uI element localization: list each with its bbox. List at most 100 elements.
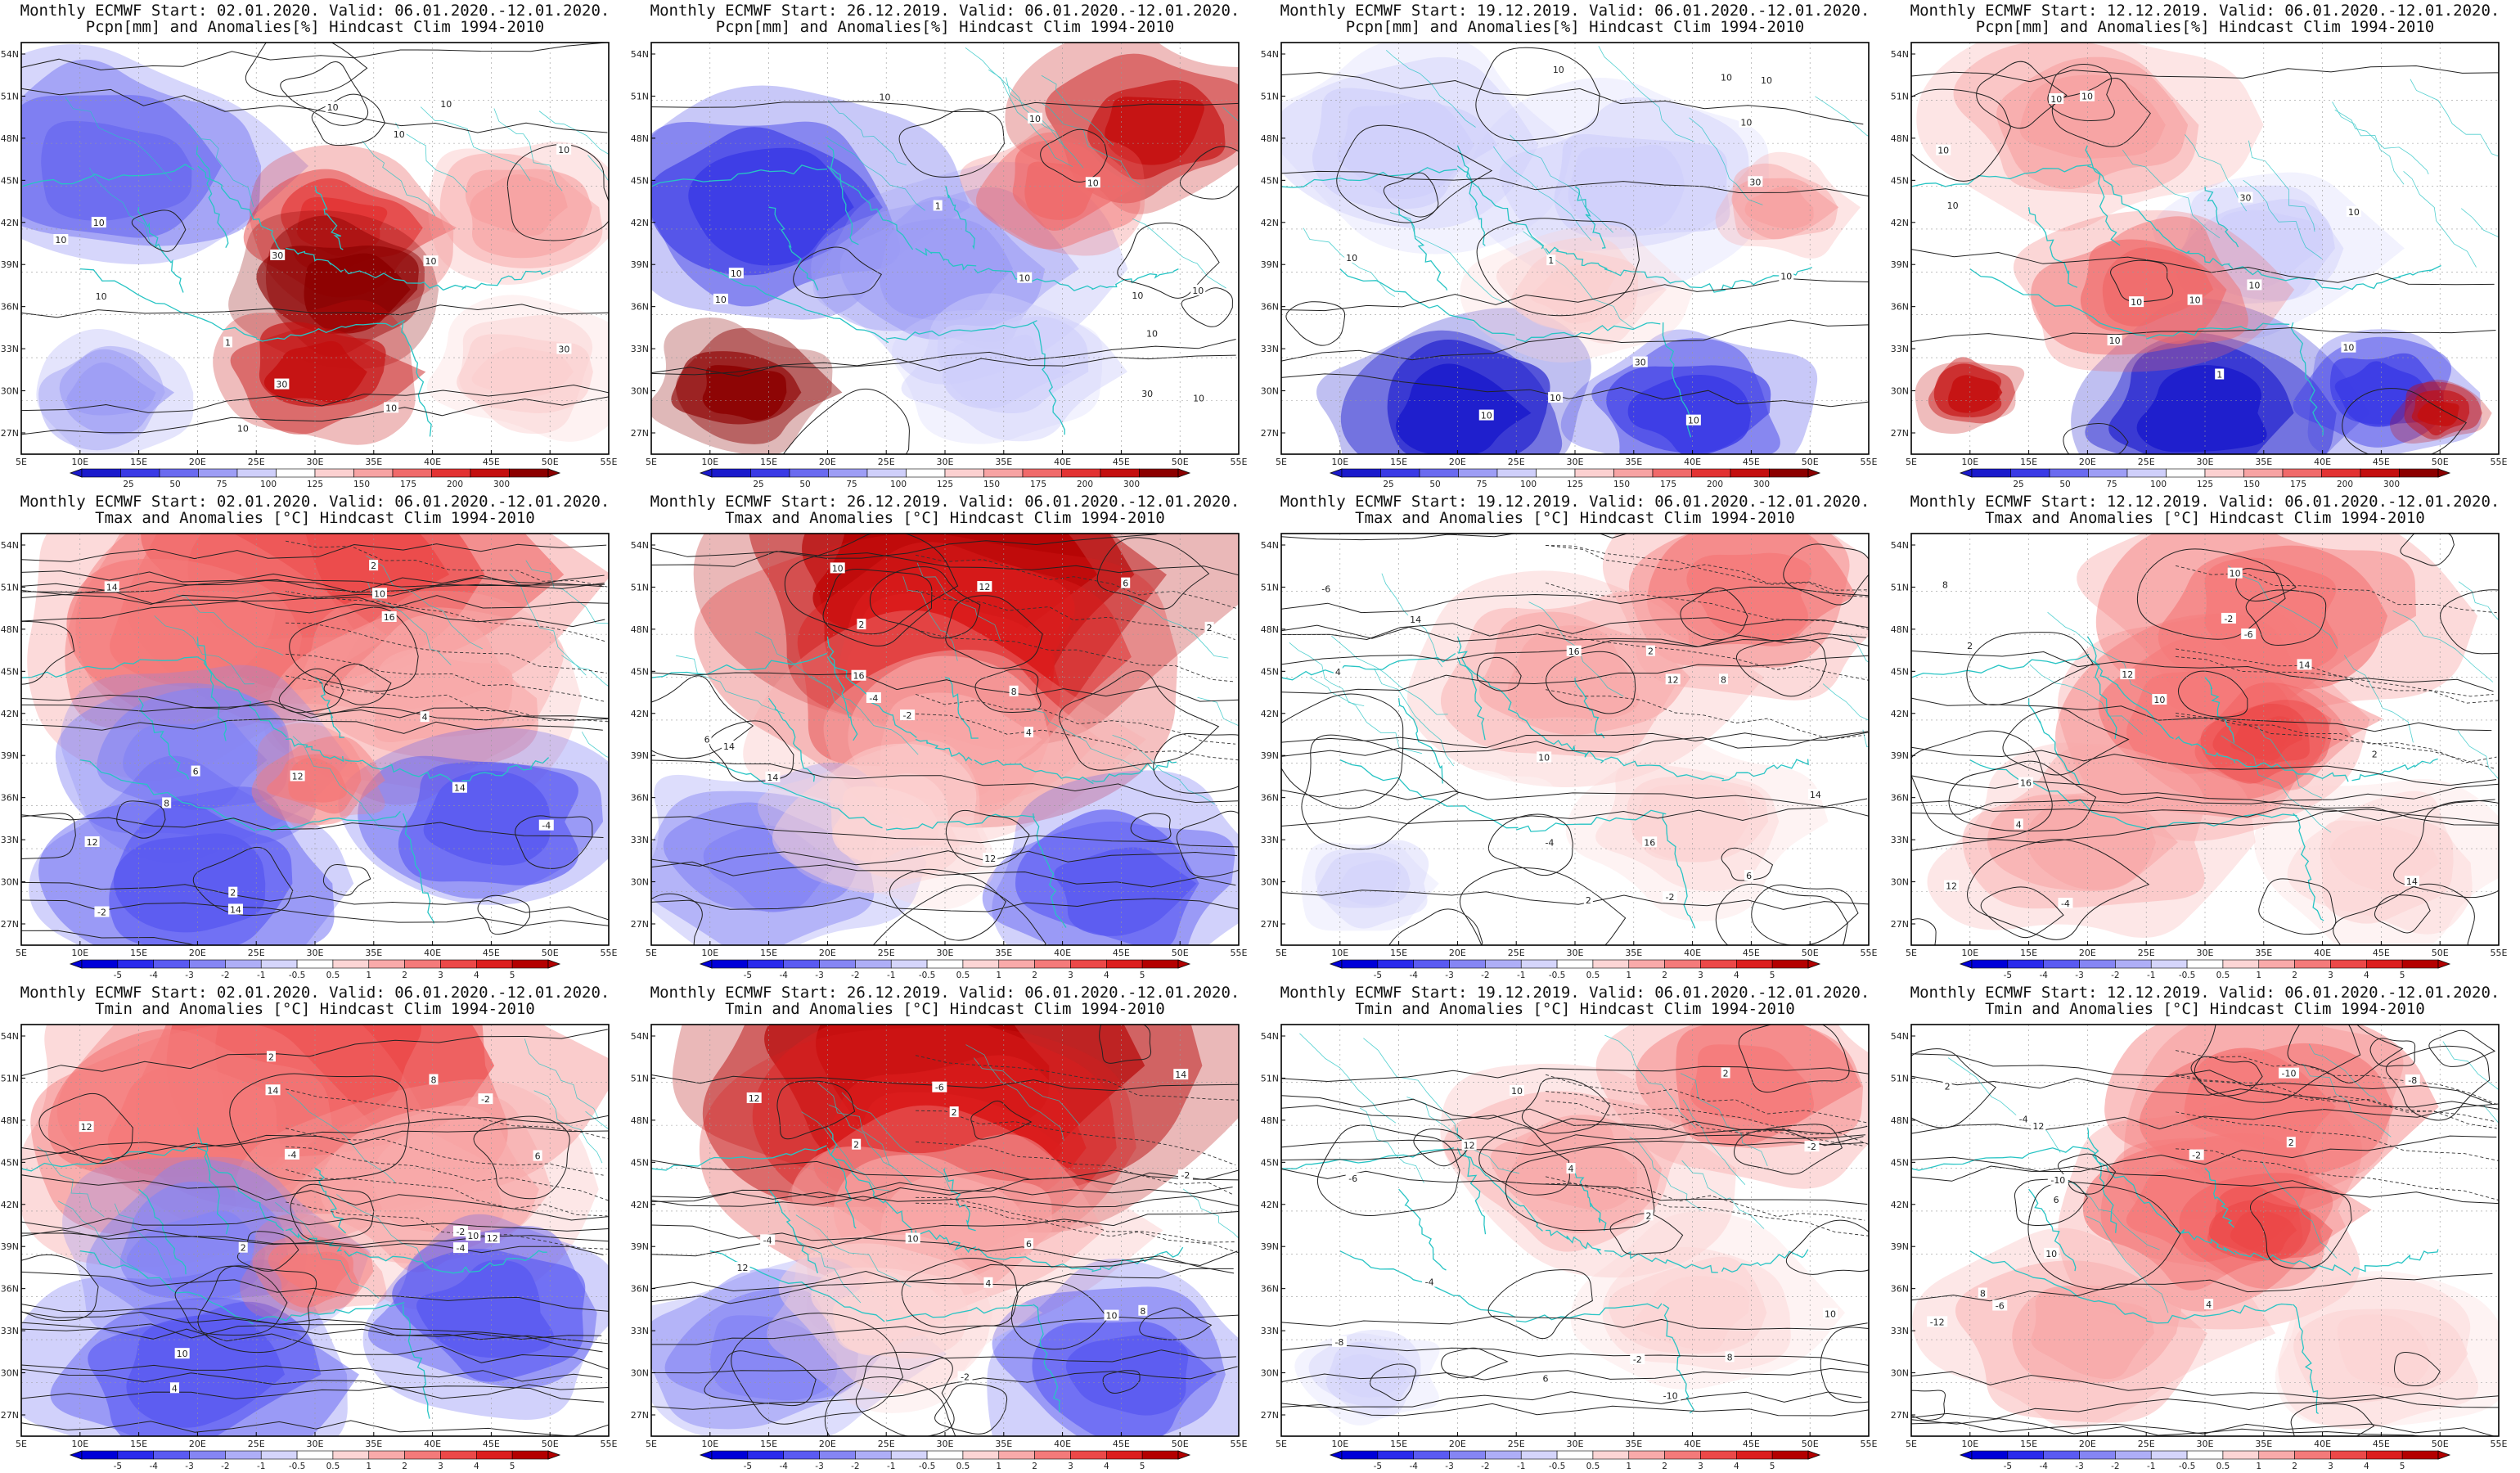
contour-label: -2 <box>961 1372 970 1382</box>
contour-label: 16 <box>853 671 865 682</box>
lat-tick-label: 45N <box>631 666 649 677</box>
lon-tick-label: 40E <box>2314 948 2331 958</box>
lat-tick-label: 45N <box>1891 1157 1909 1168</box>
lat-tick-label: 42N <box>1 218 19 228</box>
lat-tick-label: 27N <box>631 1410 649 1421</box>
lon-tick-label: 5E <box>1276 457 1287 467</box>
colorbar-label: 175 <box>400 480 416 489</box>
lon-tick-label: 15E <box>760 948 777 958</box>
panel-title-line1: Monthly ECMWF Start: 02.01.2020. Valid: … <box>20 2 610 20</box>
lon-tick-label: 20E <box>2079 1439 2096 1449</box>
colorbar: -5 -4 -3 -2 -1 -0.5 0.5 1 2 3 4 5 <box>1959 1450 2451 1471</box>
lon-tick-label: 25E <box>1508 1439 1525 1449</box>
contour-label: 10 <box>394 129 405 140</box>
lon-tick-label: 10E <box>1331 948 1348 958</box>
colorbar-label: 5 <box>2400 1462 2405 1471</box>
contour-label: 10 <box>731 268 742 279</box>
contour-label: 2 <box>1967 641 1973 651</box>
map-canvas: -6-4-22461012141614162854N51N48N45N42N39… <box>1261 533 1878 980</box>
contour-label: 8 <box>1980 1288 1986 1299</box>
contour-label: -2 <box>1666 892 1675 903</box>
lat-tick-label: 45N <box>631 175 649 186</box>
map-canvas: -4-224681012141612142654N51N48N45N42N39N… <box>631 533 1248 980</box>
lat-tick-label: 51N <box>1891 91 1909 101</box>
colorbar-label: -1 <box>887 1462 895 1471</box>
lon-tick-label: 30E <box>1567 948 1584 958</box>
lon-tick-label: 55E <box>601 457 618 467</box>
lat-tick-label: 54N <box>631 49 649 60</box>
map-panel-2-2: Monthly ECMWF Start: 19.12.2019. Valid: … <box>1260 982 1890 1473</box>
map-canvas: 10 10 10 10 10 10 30 10 10 10 10 1 54N 51N 48N 45N 42N 39… <box>1891 42 2508 489</box>
contour-label: 2 <box>952 1107 957 1118</box>
colorbar: 25 50 75 100 125 150 175 200 300 <box>699 468 1191 489</box>
colorbar-label: -0.5 <box>289 971 306 980</box>
colorbar-label: 3 <box>1068 971 1073 980</box>
colorbar-label: 0.5 <box>2216 1462 2230 1471</box>
lat-tick-label: 54N <box>1261 1031 1279 1042</box>
colorbar-label: -0.5 <box>1549 971 1566 980</box>
contour-label: 2 <box>1207 623 1213 633</box>
colorbar-label: 75 <box>2106 480 2117 489</box>
contour-label: 12 <box>487 1233 498 1244</box>
lat-tick-label: 42N <box>631 709 649 719</box>
panel-title-line2: Pcpn[mm] and Anomalies[%] Hindcast Clim … <box>85 18 545 36</box>
lat-tick-label: 48N <box>1891 133 1909 144</box>
lon-tick-label: 30E <box>2197 1439 2214 1449</box>
contour-label: 10 <box>467 1231 479 1241</box>
lon-tick-label: 50E <box>1802 457 1819 467</box>
lat-tick-label: 30N <box>1 386 19 397</box>
contour-label: 10 <box>1481 411 1492 421</box>
contour-label: 10 <box>440 99 452 110</box>
contour-label: 6 <box>193 767 199 777</box>
lat-tick-label: 42N <box>631 1200 649 1210</box>
colorbar-label: -4 <box>779 1462 788 1471</box>
panel-title-line2: Tmax and Anomalies [°C] Hindcast Clim 19… <box>1985 509 2425 527</box>
contour-label: 10 <box>2248 280 2260 291</box>
panel-title-line1: Monthly ECMWF Start: 26.12.2019. Valid: … <box>650 493 1240 511</box>
contour-lines <box>651 101 1239 454</box>
contour-label: 30 <box>1635 358 1646 368</box>
lat-tick-label: 48N <box>1 1115 19 1126</box>
contour-label: -12 <box>1930 1317 1945 1327</box>
contour-label: -2 <box>2224 614 2233 624</box>
lon-tick-label: 55E <box>1231 1439 1248 1449</box>
lon-tick-label: 5E <box>16 457 27 467</box>
anomaly-field: 10 10 10 10 10 30 10 30 10 10 1 10 <box>1281 43 1869 454</box>
lon-tick-label: 15E <box>1390 1439 1407 1449</box>
contour-label: 4 <box>1026 727 1032 738</box>
lat-tick-label: 30N <box>1 1368 19 1379</box>
contour-label: 12 <box>1464 1140 1475 1151</box>
contour-label: 10 <box>2153 695 2165 705</box>
panel-title-line2: Tmax and Anomalies [°C] Hindcast Clim 19… <box>725 509 1165 527</box>
contour-label: -4 <box>2061 899 2070 909</box>
contour-label: 8 <box>1942 580 1948 591</box>
contour-label: 4 <box>2206 1300 2212 1310</box>
colorbar-label: -4 <box>1409 971 1418 980</box>
lon-tick-label: 45E <box>1113 948 1130 958</box>
colorbar-label: 125 <box>2197 480 2213 489</box>
contour-label: 6 <box>1026 1239 1032 1250</box>
colorbar-label: 300 <box>2383 480 2400 489</box>
lon-tick-label: 25E <box>1508 948 1525 958</box>
colorbar-label: 4 <box>2364 1462 2369 1471</box>
colorbar-label: 5 <box>510 1462 515 1471</box>
lon-tick-label: 5E <box>1906 948 1917 958</box>
lat-tick-label: 48N <box>631 1115 649 1126</box>
colorbar-label: -1 <box>257 1462 265 1471</box>
lon-tick-label: 10E <box>1961 457 1978 467</box>
colorbar-label: -1 <box>257 971 265 980</box>
lon-tick-label: 50E <box>2432 948 2449 958</box>
lat-tick-label: 36N <box>1261 1284 1279 1295</box>
lat-tick-label: 39N <box>1261 750 1279 761</box>
contour-label: 8 <box>1721 674 1726 685</box>
panel-title-line2: Tmin and Anomalies [°C] Hindcast Clim 19… <box>725 1000 1165 1018</box>
coastlines <box>1911 145 2441 436</box>
coastlines <box>1281 145 1813 438</box>
lat-tick-label: 51N <box>1891 1073 1909 1083</box>
lat-tick-label: 27N <box>1 428 19 439</box>
colorbar-label: 175 <box>2290 480 2306 489</box>
lon-tick-label: 35E <box>2255 1439 2272 1449</box>
lon-tick-label: 35E <box>365 948 382 958</box>
lon-tick-label: 5E <box>16 1439 27 1449</box>
